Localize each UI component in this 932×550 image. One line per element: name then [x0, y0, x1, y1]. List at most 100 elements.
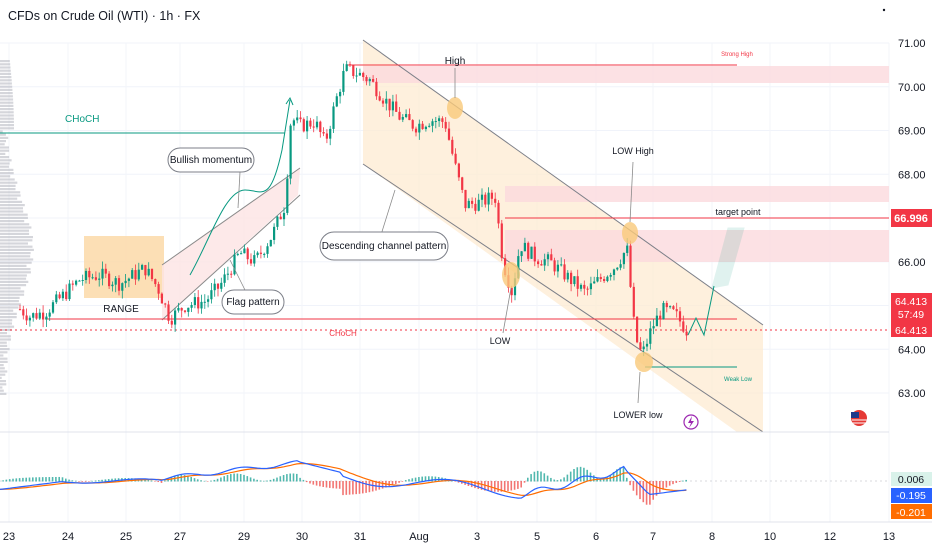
candle-body	[329, 128, 332, 139]
candle-body	[513, 278, 517, 296]
candle-body	[484, 194, 487, 205]
candle-body	[431, 121, 434, 126]
macd-histogram-bar	[454, 481, 456, 482]
macd-histogram-bar	[576, 467, 579, 482]
macd-histogram-bar	[497, 481, 499, 492]
candle-body	[520, 251, 523, 257]
macd-histogram-bar	[41, 477, 44, 482]
time-tick-label: 6	[593, 531, 599, 543]
candle-body	[517, 256, 520, 279]
candle-body	[246, 248, 249, 260]
macd-histogram-bar	[187, 475, 189, 482]
macd-histogram-bar	[94, 480, 97, 482]
candle-body	[58, 294, 61, 299]
candle-body	[352, 64, 355, 76]
macd-histogram-bar	[678, 481, 681, 482]
macd-histogram-bar	[65, 478, 67, 482]
candle-body	[497, 202, 500, 224]
macd-histogram-bar	[626, 477, 628, 482]
candle-body	[256, 252, 259, 256]
time-tick-label: 23	[3, 531, 15, 543]
candle-body	[533, 246, 536, 262]
candle-body	[190, 304, 193, 308]
macd-histogram-bar	[520, 481, 522, 488]
signal-line-badge: -0.201	[896, 507, 926, 519]
macd-histogram-bar	[371, 481, 374, 492]
macd-histogram-bar	[35, 477, 37, 482]
macd-histogram-bar	[259, 480, 262, 482]
macd-histogram-bar	[213, 479, 216, 482]
candle-body	[28, 317, 31, 321]
macd-histogram-bar	[569, 471, 572, 482]
time-tick-label: 7	[650, 531, 656, 543]
projection-arrow	[711, 227, 745, 289]
candle-body	[243, 248, 246, 254]
macd-histogram-bar	[160, 481, 163, 483]
macd-histogram-bar	[401, 481, 404, 482]
candle-body	[108, 273, 111, 287]
macd-histogram-bar	[523, 481, 526, 483]
macd-histogram-bar	[5, 479, 8, 482]
candle-body	[348, 64, 352, 66]
macd-histogram-bar	[193, 478, 196, 482]
candle-body	[299, 117, 302, 120]
candle-body	[289, 125, 292, 179]
macd-histogram-bar	[164, 480, 166, 482]
candle-body	[632, 286, 635, 317]
macd-histogram-bar	[263, 480, 265, 482]
candle-body	[527, 242, 530, 259]
macd-histogram-bar	[649, 481, 651, 505]
candle-body	[137, 269, 140, 280]
macd-histogram-bar	[599, 478, 602, 482]
candle-body	[263, 253, 266, 255]
candle-body	[401, 117, 404, 120]
candle-body	[127, 278, 130, 281]
macd-histogram-bar	[48, 477, 51, 482]
price-tick-label: 64.00	[898, 344, 926, 356]
macd-histogram-badge: 0.006	[898, 474, 924, 486]
macd-histogram-bar	[243, 474, 245, 482]
macd-histogram-bar	[282, 475, 285, 482]
macd-histogram-bar	[510, 481, 513, 491]
projection-arrows	[189, 96, 745, 337]
candle-body	[88, 270, 91, 278]
leader-lines	[229, 68, 641, 404]
time-tick-label: 25	[120, 531, 132, 543]
candle-body	[226, 273, 229, 275]
candle-body	[223, 274, 226, 283]
macd-histogram-bar	[256, 479, 258, 482]
macd-histogram-bar	[25, 477, 27, 482]
macd-histogram-bar	[474, 481, 476, 489]
flag-channel	[162, 168, 300, 320]
candle-body	[537, 261, 540, 265]
macd-histogram-bar	[203, 480, 206, 482]
candle-body	[51, 302, 55, 313]
macd-histogram-bar	[81, 481, 84, 482]
macd-histogram-bar	[319, 481, 321, 487]
candle-body	[659, 315, 662, 320]
candle-body	[286, 178, 289, 213]
macd-histogram-bar	[309, 481, 311, 484]
macd-histogram-bar	[299, 477, 301, 482]
macd-histogram-bar	[302, 479, 305, 482]
candle-body	[626, 245, 629, 253]
candle-body	[94, 277, 97, 280]
macd-histogram-bar	[32, 477, 34, 482]
candle-body	[167, 304, 170, 321]
macd-histogram-bar	[411, 478, 414, 482]
candle-body	[579, 284, 583, 289]
candle-body	[586, 288, 589, 290]
candle-body	[385, 98, 388, 104]
candle-body	[65, 291, 68, 300]
last-price-badge: 64.413	[895, 296, 927, 308]
candle-body	[530, 246, 533, 259]
candle-body	[603, 279, 606, 282]
macd-histogram-bar	[500, 481, 503, 492]
macd-histogram-bar	[632, 481, 635, 491]
bullish-momentum-arrow	[189, 99, 291, 276]
candle-body	[292, 120, 295, 126]
time-tick-label: 13	[883, 531, 895, 543]
candle-body	[309, 120, 312, 127]
candle-body	[672, 306, 675, 310]
